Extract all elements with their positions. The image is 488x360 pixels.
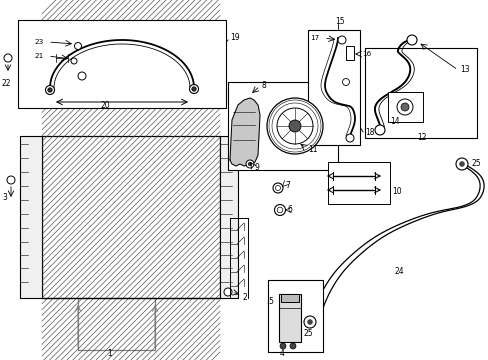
Circle shape (337, 36, 346, 44)
Bar (18, 20, 225, 108)
Circle shape (288, 120, 301, 132)
Bar (307, 30, 359, 145)
Text: 13: 13 (459, 66, 468, 75)
Bar (387, 92, 422, 122)
Circle shape (277, 207, 282, 213)
Circle shape (400, 103, 408, 111)
Circle shape (289, 343, 295, 349)
Circle shape (248, 162, 251, 166)
Circle shape (272, 183, 283, 193)
Circle shape (374, 125, 384, 135)
Circle shape (276, 108, 312, 144)
Bar (20, 136, 42, 298)
Text: 9: 9 (254, 163, 259, 172)
Text: 11: 11 (307, 145, 317, 154)
Circle shape (7, 176, 15, 184)
Circle shape (304, 316, 315, 328)
Circle shape (406, 35, 416, 45)
Text: 15: 15 (334, 18, 344, 27)
Circle shape (45, 85, 54, 94)
Circle shape (306, 319, 312, 325)
Text: 23: 23 (34, 39, 43, 45)
Text: 25: 25 (471, 159, 481, 168)
Circle shape (266, 98, 323, 154)
Text: 1: 1 (107, 350, 112, 359)
Circle shape (458, 161, 464, 167)
Text: 12: 12 (416, 134, 426, 143)
Bar (346, 46, 353, 60)
Polygon shape (229, 98, 260, 166)
Text: 3: 3 (2, 194, 7, 202)
Text: 21: 21 (34, 53, 43, 59)
Circle shape (342, 78, 349, 85)
Text: 17: 17 (309, 35, 319, 41)
Text: 24: 24 (394, 267, 404, 276)
Bar (281, 294, 298, 302)
Text: 6: 6 (287, 206, 292, 215)
Text: 10: 10 (391, 188, 401, 197)
Circle shape (224, 288, 231, 296)
Text: 8: 8 (262, 81, 266, 90)
Bar (327, 162, 389, 204)
Circle shape (346, 134, 353, 142)
Circle shape (189, 85, 198, 94)
Text: 18: 18 (364, 127, 374, 136)
Text: 4: 4 (279, 350, 284, 359)
Bar (42, 136, 220, 298)
Circle shape (396, 99, 412, 115)
Circle shape (48, 88, 52, 92)
Bar (364, 48, 476, 138)
Circle shape (191, 87, 196, 91)
Bar (267, 280, 323, 352)
Bar (279, 294, 301, 342)
Text: 22: 22 (2, 80, 12, 89)
Text: 19: 19 (229, 33, 239, 42)
Text: 7: 7 (285, 181, 289, 190)
Text: 2: 2 (243, 292, 247, 302)
Circle shape (245, 160, 253, 168)
Text: 14: 14 (389, 117, 399, 126)
Circle shape (78, 72, 86, 80)
Text: 16: 16 (361, 51, 370, 57)
Circle shape (74, 42, 81, 49)
Bar (220, 136, 238, 298)
Circle shape (71, 58, 77, 64)
Bar (227, 82, 337, 170)
Text: 25: 25 (303, 329, 312, 338)
Circle shape (4, 54, 12, 62)
Circle shape (455, 158, 467, 170)
Circle shape (280, 343, 285, 349)
Circle shape (275, 185, 280, 190)
Circle shape (274, 204, 285, 216)
Text: 5: 5 (267, 297, 272, 306)
Text: 20: 20 (100, 102, 110, 111)
